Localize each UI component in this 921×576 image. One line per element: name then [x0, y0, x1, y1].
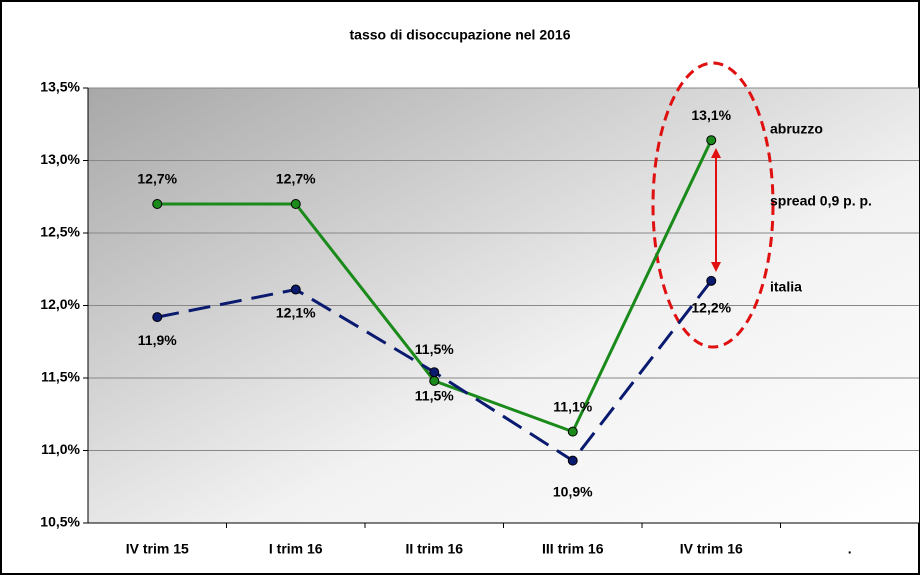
data-label: 12,1%: [276, 304, 316, 320]
x-tick-label: IV trim 15: [126, 541, 189, 557]
y-tick-label: 12,0%: [40, 296, 80, 312]
data-label: 12,7%: [276, 171, 316, 187]
annotation: spread 0,9 p. p.: [770, 193, 872, 209]
y-tick-label: 12,5%: [40, 224, 80, 240]
data-label: 10,9%: [553, 483, 593, 499]
data-point: [706, 135, 717, 146]
data-point: [567, 426, 578, 437]
data-point: [429, 375, 440, 386]
highlight-ellipse: [651, 61, 775, 349]
y-tick-label: 10,5%: [40, 514, 80, 530]
data-point: [429, 367, 440, 378]
data-label: 11,1%: [553, 398, 592, 414]
data-point: [706, 275, 717, 286]
data-label: 12,7%: [137, 171, 177, 187]
x-tick-label: III trim 16: [542, 541, 604, 557]
y-tick-label: 11,0%: [41, 441, 80, 457]
y-tick-label: 13,5%: [40, 79, 80, 95]
data-point: [152, 199, 163, 209]
x-tick-label: I trim 16: [269, 541, 323, 557]
series-label: italia: [770, 279, 802, 295]
data-point: [152, 312, 163, 323]
x-tick-label: .: [848, 541, 852, 557]
y-tick-label: 13,0%: [40, 151, 80, 167]
series-label: abruzzo: [770, 121, 823, 137]
data-label: 11,5%: [415, 388, 454, 404]
x-tick-label: II trim 16: [405, 541, 463, 557]
data-label: 11,5%: [415, 341, 454, 357]
data-point: [567, 455, 578, 466]
data-point: [290, 284, 301, 295]
data-label: 12,2%: [691, 300, 731, 316]
data-label: 13,1%: [691, 107, 731, 123]
chart-title: tasso di disoccupazione nel 2016: [350, 27, 571, 43]
y-tick-label: 11,5%: [41, 369, 80, 385]
data-label: 11,9%: [138, 332, 177, 348]
x-tick-label: IV trim 16: [680, 541, 743, 557]
data-point: [290, 199, 301, 209]
